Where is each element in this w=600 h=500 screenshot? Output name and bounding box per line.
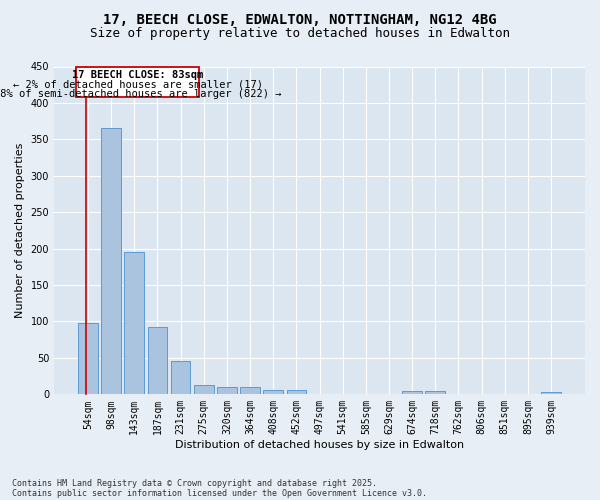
Text: 17, BEECH CLOSE, EDWALTON, NOTTINGHAM, NG12 4BG: 17, BEECH CLOSE, EDWALTON, NOTTINGHAM, N… — [103, 12, 497, 26]
Bar — [148, 326, 167, 394]
Text: ← 2% of detached houses are smaller (17): ← 2% of detached houses are smaller (17) — [13, 80, 263, 90]
Bar — [78, 323, 98, 394]
Text: Contains public sector information licensed under the Open Government Licence v3: Contains public sector information licen… — [12, 488, 427, 498]
Text: 17 BEECH CLOSE: 83sqm: 17 BEECH CLOSE: 83sqm — [72, 70, 203, 80]
Bar — [171, 361, 190, 394]
Bar — [263, 390, 283, 394]
Text: Size of property relative to detached houses in Edwalton: Size of property relative to detached ho… — [90, 28, 510, 40]
Bar — [101, 128, 121, 394]
Text: Contains HM Land Registry data © Crown copyright and database right 2025.: Contains HM Land Registry data © Crown c… — [12, 478, 377, 488]
Bar — [124, 252, 144, 394]
Bar — [240, 387, 260, 394]
Bar — [402, 390, 422, 394]
Bar — [541, 392, 561, 394]
Bar — [217, 387, 237, 394]
FancyBboxPatch shape — [76, 67, 199, 97]
Bar — [287, 390, 306, 394]
Bar — [194, 385, 214, 394]
Y-axis label: Number of detached properties: Number of detached properties — [15, 142, 25, 318]
X-axis label: Distribution of detached houses by size in Edwalton: Distribution of detached houses by size … — [175, 440, 464, 450]
Text: 98% of semi-detached houses are larger (822) →: 98% of semi-detached houses are larger (… — [0, 89, 281, 99]
Bar — [425, 390, 445, 394]
